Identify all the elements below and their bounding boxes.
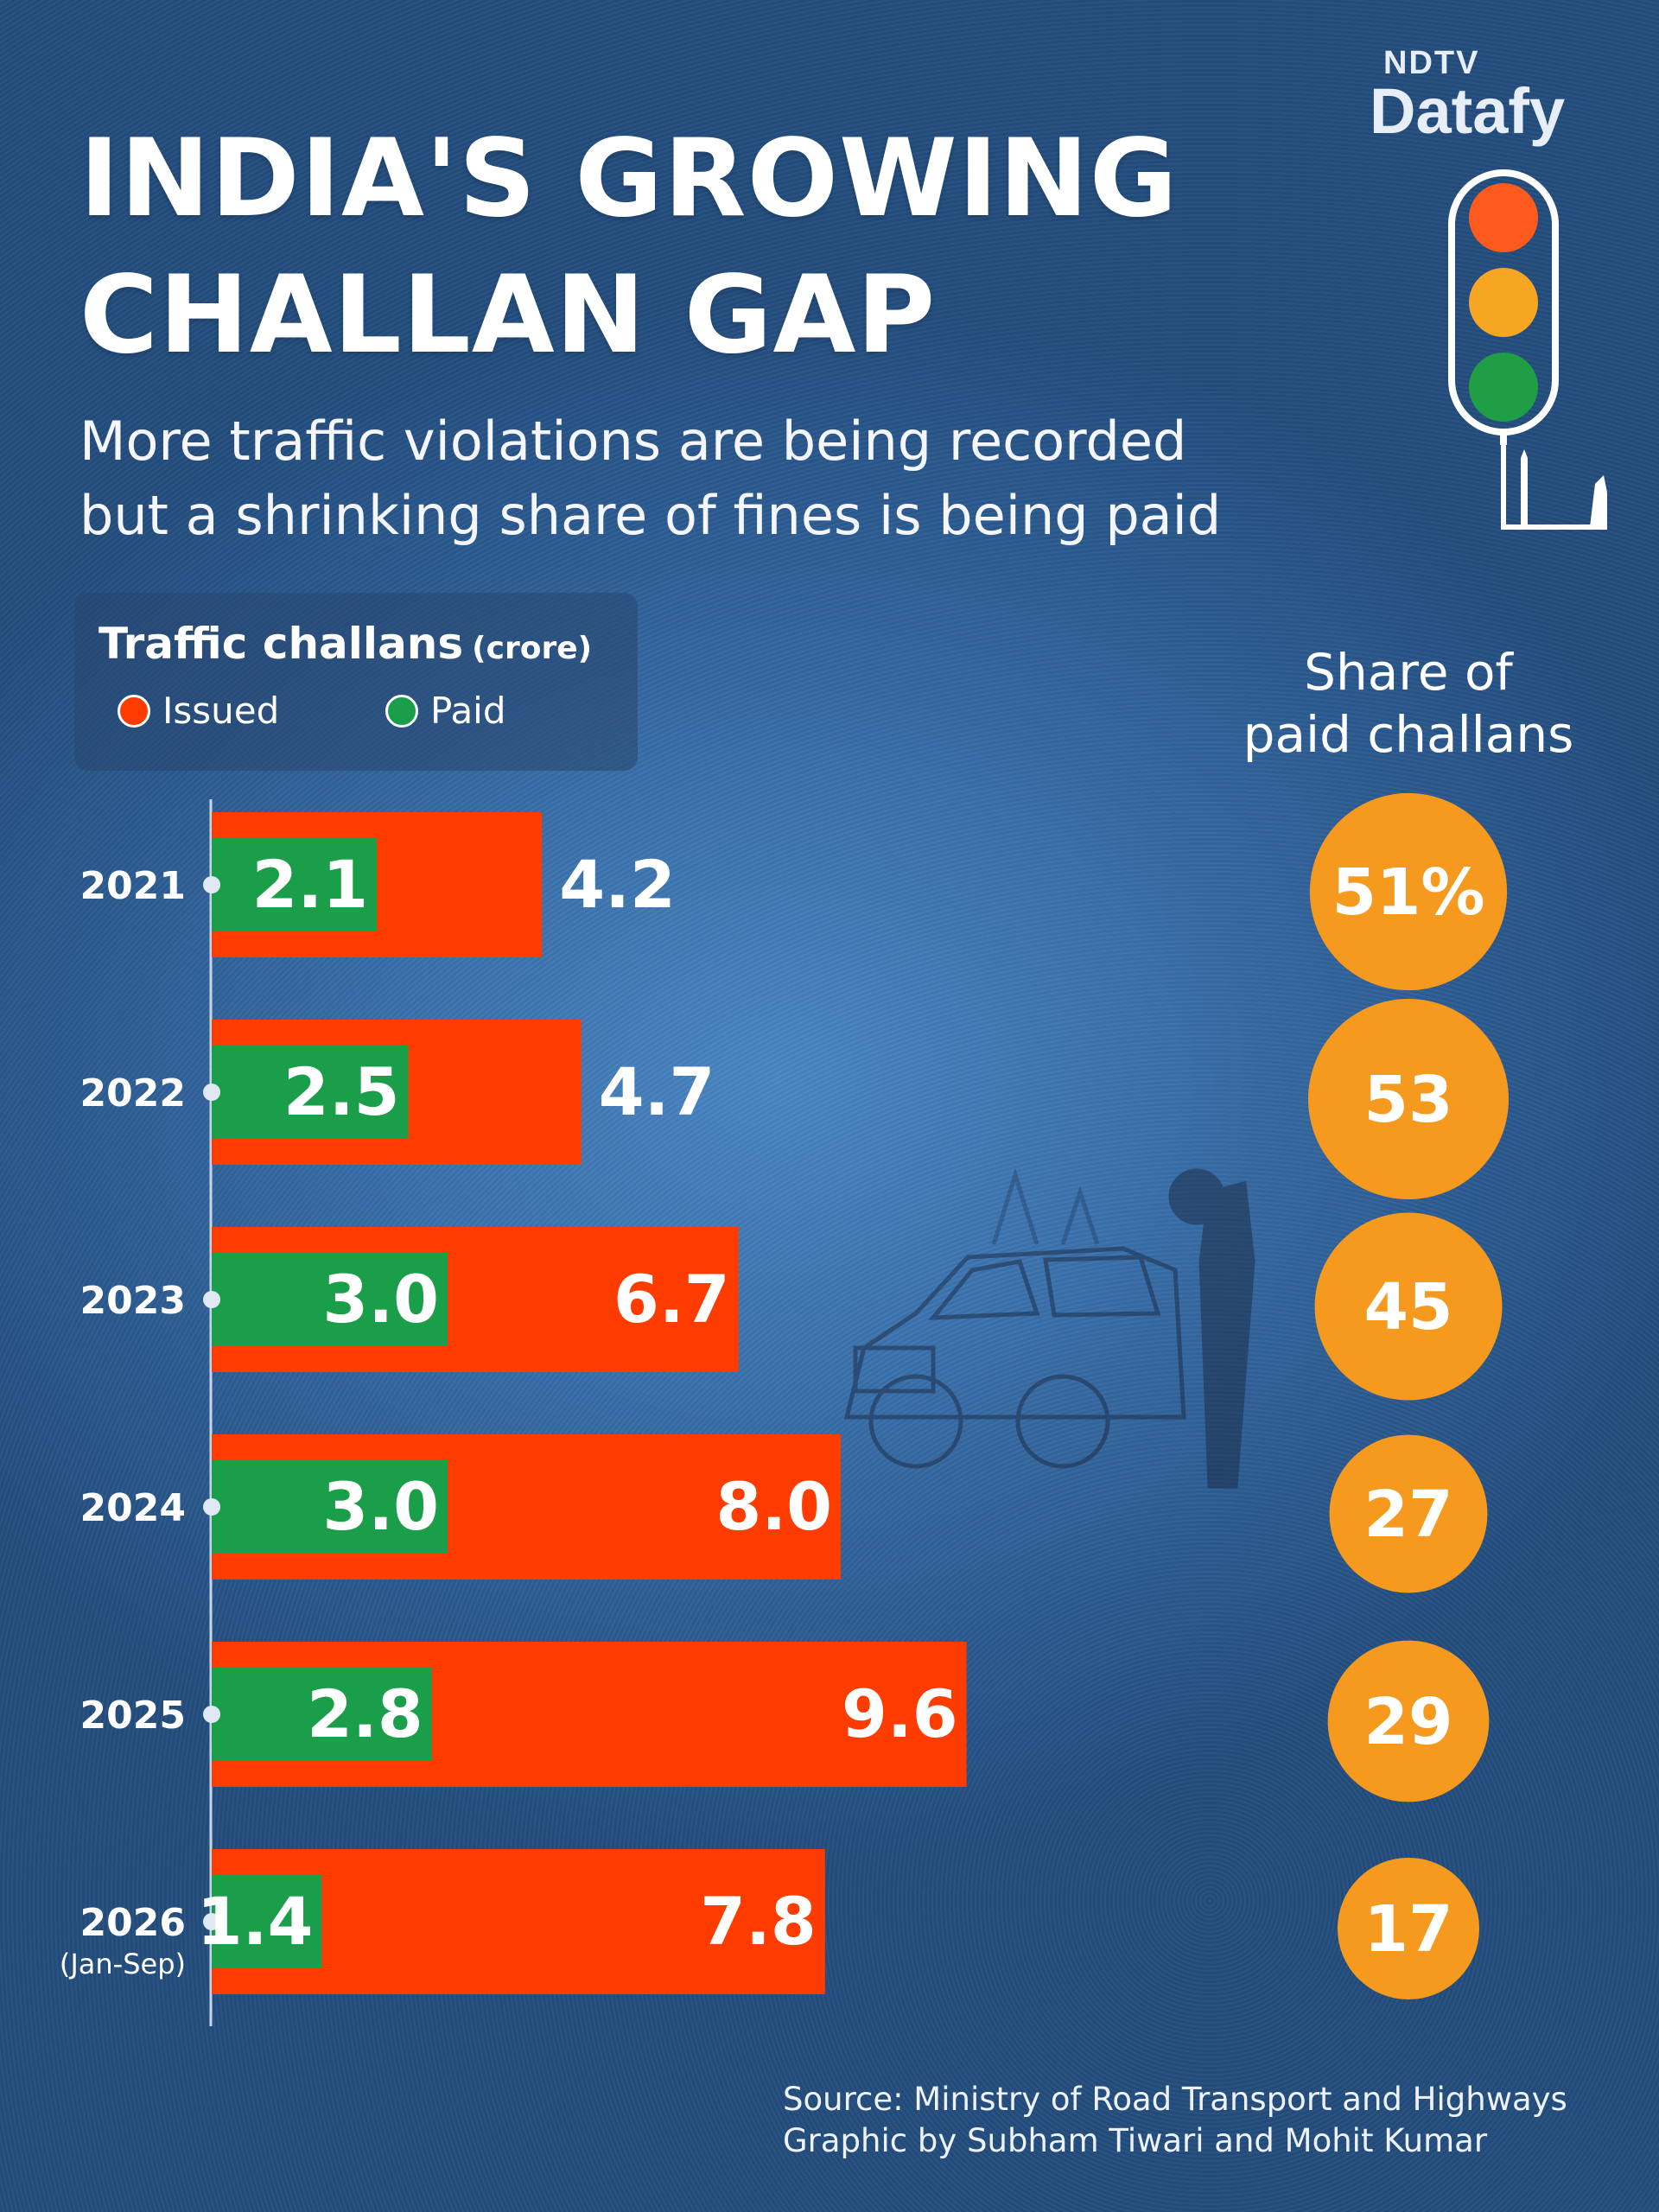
bar-paid-2021 bbox=[212, 838, 378, 931]
issued-value-label: 8.0 bbox=[715, 1468, 832, 1545]
axis-dot bbox=[203, 1291, 220, 1308]
issued-value-label: 6.7 bbox=[613, 1261, 730, 1338]
bar-paid-2023 bbox=[212, 1253, 448, 1346]
bars-layer bbox=[203, 812, 967, 1994]
share-circle-2026 bbox=[1337, 1857, 1480, 2000]
bar-paid-2025 bbox=[212, 1668, 432, 1761]
year-label-2021: 2021 bbox=[80, 864, 186, 908]
share-circle-2024 bbox=[1329, 1434, 1488, 1593]
legend-issued-label: Issued bbox=[162, 690, 280, 732]
bar-paid-2026 bbox=[212, 1875, 322, 1968]
legend-item-issued: Issued bbox=[118, 690, 279, 732]
paid-value-label: 1.4 bbox=[197, 1883, 314, 1960]
axis-dot bbox=[203, 1084, 220, 1101]
source-text: Source: Ministry of Road Transport and H… bbox=[783, 2081, 1567, 2118]
legend-item-paid: Paid bbox=[385, 690, 506, 732]
year-label-2025: 2025 bbox=[80, 1694, 186, 1738]
share-label-2025: 29 bbox=[1364, 1685, 1453, 1759]
axis-dot bbox=[203, 1706, 220, 1723]
bar-paid-2022 bbox=[212, 1046, 409, 1139]
share-label-2026: 17 bbox=[1364, 1892, 1453, 1967]
chart-legend: Traffic challans (crore) Issued Paid bbox=[74, 593, 638, 771]
paid-value-label: 2.8 bbox=[307, 1675, 423, 1752]
year-label-2024: 2024 bbox=[80, 1486, 186, 1530]
share-heading: Share of paid challans bbox=[1243, 643, 1574, 764]
light-amber-icon bbox=[1469, 268, 1538, 337]
legend-issued-swatch bbox=[118, 694, 150, 728]
year-label-2022: 2022 bbox=[80, 1071, 186, 1116]
axis-dot bbox=[203, 1498, 220, 1516]
issued-value-label: 4.7 bbox=[599, 1053, 715, 1130]
axis-dot bbox=[203, 876, 220, 893]
page-subtitle: More traffic violations are being record… bbox=[79, 410, 1222, 547]
share-circle-2023 bbox=[1314, 1212, 1503, 1401]
brand-ndtv: NDTV bbox=[1383, 45, 1480, 81]
legend-title: Traffic challans (crore) bbox=[99, 619, 593, 669]
light-red-icon bbox=[1469, 183, 1538, 252]
light-green-icon bbox=[1469, 353, 1538, 422]
share-label-2021: 51% bbox=[1332, 855, 1484, 930]
traffic-light-icon bbox=[1448, 169, 1607, 530]
paid-value-label: 2.5 bbox=[283, 1053, 400, 1130]
brand-datafy: Datafy bbox=[1370, 75, 1566, 147]
paid-value-label: 3.0 bbox=[322, 1468, 439, 1545]
share-circle-2021 bbox=[1309, 792, 1508, 991]
share-circle-2022 bbox=[1308, 999, 1509, 1199]
year-note-label: (Jan-Sep) bbox=[60, 1948, 186, 1980]
share-label-2022: 53 bbox=[1364, 1063, 1453, 1137]
issued-value-label: 7.8 bbox=[700, 1883, 817, 1960]
legend-paid-label: Paid bbox=[430, 690, 506, 732]
share-label-2023: 45 bbox=[1364, 1270, 1453, 1344]
source-credit: Source: Ministry of Road Transport and H… bbox=[783, 2079, 1567, 2162]
brand-logo: NDTV Datafy bbox=[1370, 45, 1629, 144]
bar-paid-2024 bbox=[212, 1460, 448, 1554]
share-label-2024: 27 bbox=[1364, 1478, 1453, 1552]
year-label-2023: 2023 bbox=[80, 1279, 186, 1323]
legend-unit: (crore) bbox=[472, 631, 593, 666]
paid-value-label: 2.1 bbox=[251, 846, 368, 923]
share-circles-layer: 51% 53 45 27 29 17 bbox=[1308, 792, 1509, 2000]
paid-value-label: 3.0 bbox=[322, 1261, 439, 1338]
year-label-2026: 2026 bbox=[80, 1901, 186, 1945]
credit-text: Graphic by Subham Tiwari and Mohit Kumar bbox=[783, 2122, 1488, 2159]
page-title: INDIA'S GROWING CHALLAN GAP bbox=[79, 117, 1179, 378]
axis-dot bbox=[203, 1913, 220, 1930]
police-jeep-illustration bbox=[843, 1167, 1255, 1489]
issued-value-label: 4.2 bbox=[559, 846, 676, 923]
labels-layer: 2.1 4.2 2021 2.5 4.7 2022 3.0 6.7 2023 3.0 8.0 2024… bbox=[60, 846, 958, 1980]
legend-paid-swatch bbox=[385, 694, 418, 728]
share-circle-2025 bbox=[1327, 1640, 1490, 1802]
issued-value-label: 9.6 bbox=[842, 1675, 958, 1752]
